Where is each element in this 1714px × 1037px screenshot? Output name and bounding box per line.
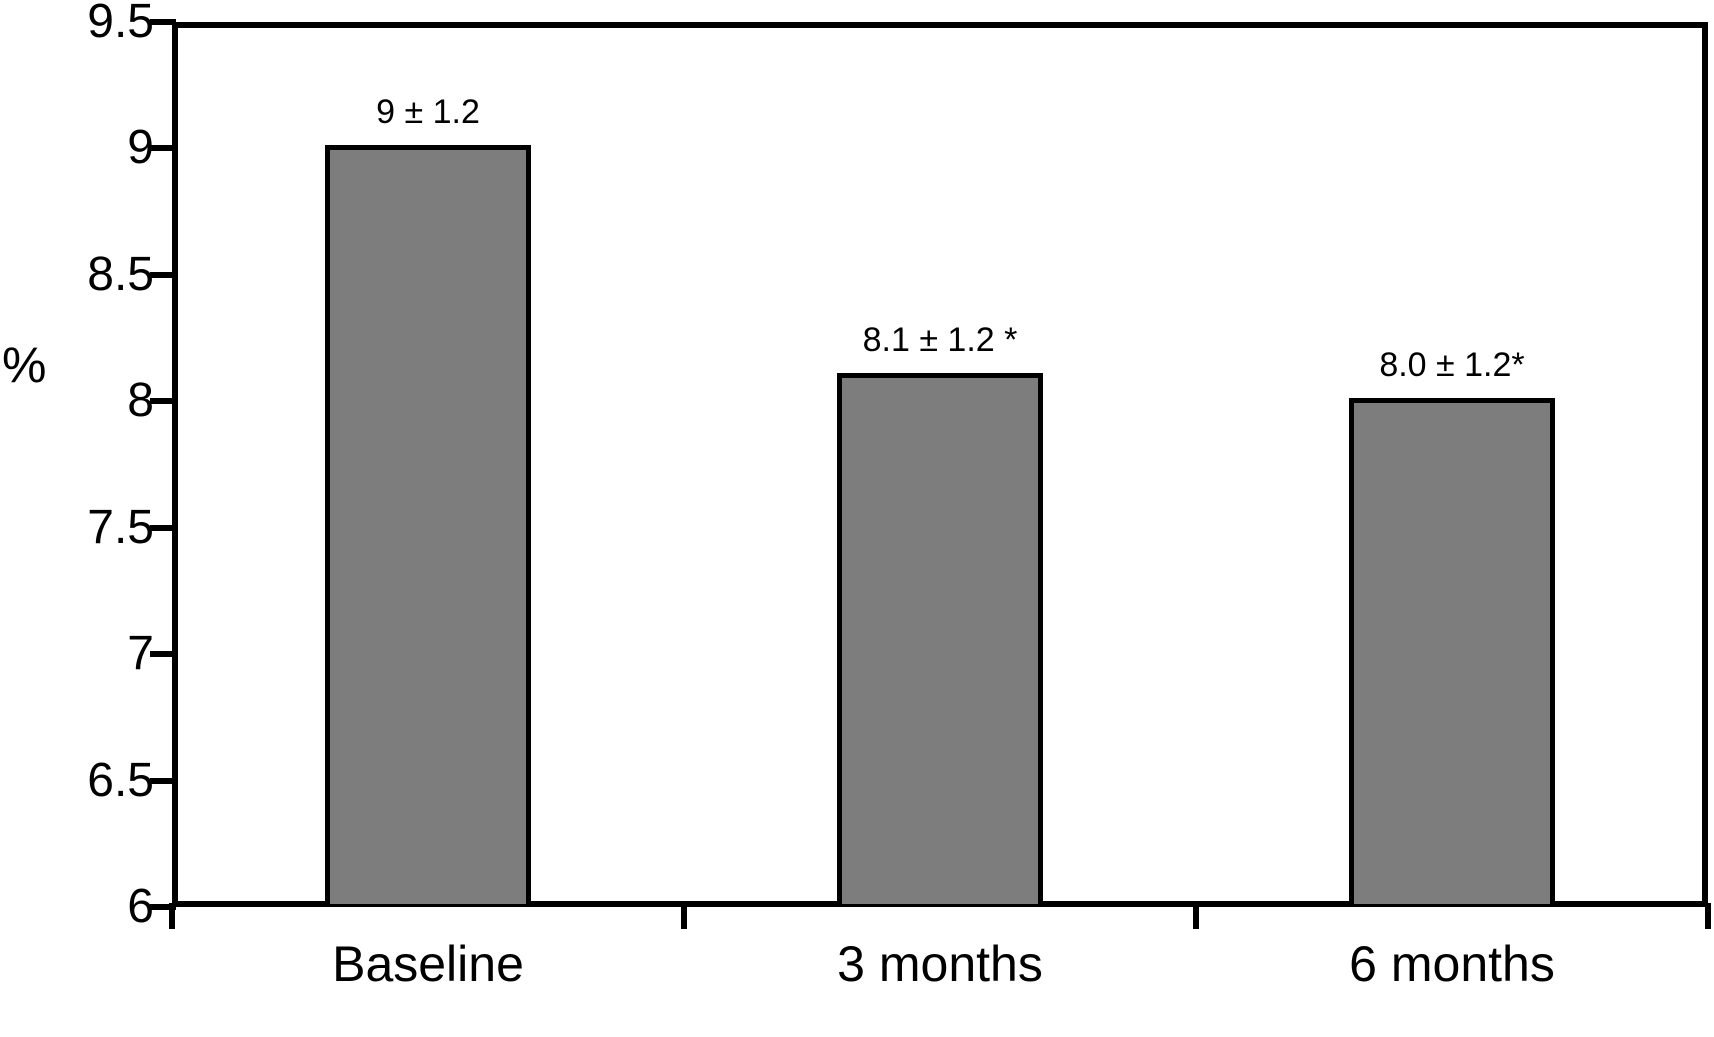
y-tick-label: 6 <box>127 880 154 933</box>
y-tick-label: 7 <box>127 627 154 681</box>
y-axis-tick <box>150 524 176 531</box>
y-axis-tick <box>150 271 176 278</box>
x-axis-tick <box>169 903 175 929</box>
y-tick-label: 9 <box>127 121 154 175</box>
y-tick-label: 8.5 <box>87 247 154 301</box>
bar-value-label: 8.0 ± 1.2* <box>1379 346 1525 385</box>
x-axis-tick <box>681 903 687 929</box>
y-axis-tick <box>150 651 176 658</box>
y-axis-tick <box>150 19 176 25</box>
x-axis-tick <box>1193 903 1199 929</box>
y-tick-label: 9.5 <box>87 0 154 48</box>
plot-area <box>172 22 1708 907</box>
bar-value-label: 8.1 ± 1.2 * <box>862 321 1018 359</box>
y-axis-tick <box>150 398 176 405</box>
y-axis-tick <box>150 904 176 910</box>
y-tick-label: 7.5 <box>87 500 154 554</box>
x-axis-label-baseline: Baseline <box>332 936 524 992</box>
bar-value-label: 9 ± 1.2 <box>376 93 480 132</box>
x-axis-label-3-months: 3 months <box>837 936 1043 992</box>
x-axis-label-6-months: 6 months <box>1349 936 1555 992</box>
y-axis-tick <box>150 145 176 152</box>
bar-3-months <box>837 373 1043 904</box>
y-axis-tick <box>150 777 176 784</box>
y-tick-label: 8 <box>127 374 154 428</box>
bar-baseline <box>325 145 531 904</box>
bar-6-months <box>1349 398 1555 904</box>
y-tick-label: 6.5 <box>87 753 154 807</box>
y-axis-title: % <box>2 337 47 393</box>
x-axis-tick <box>1705 903 1711 929</box>
